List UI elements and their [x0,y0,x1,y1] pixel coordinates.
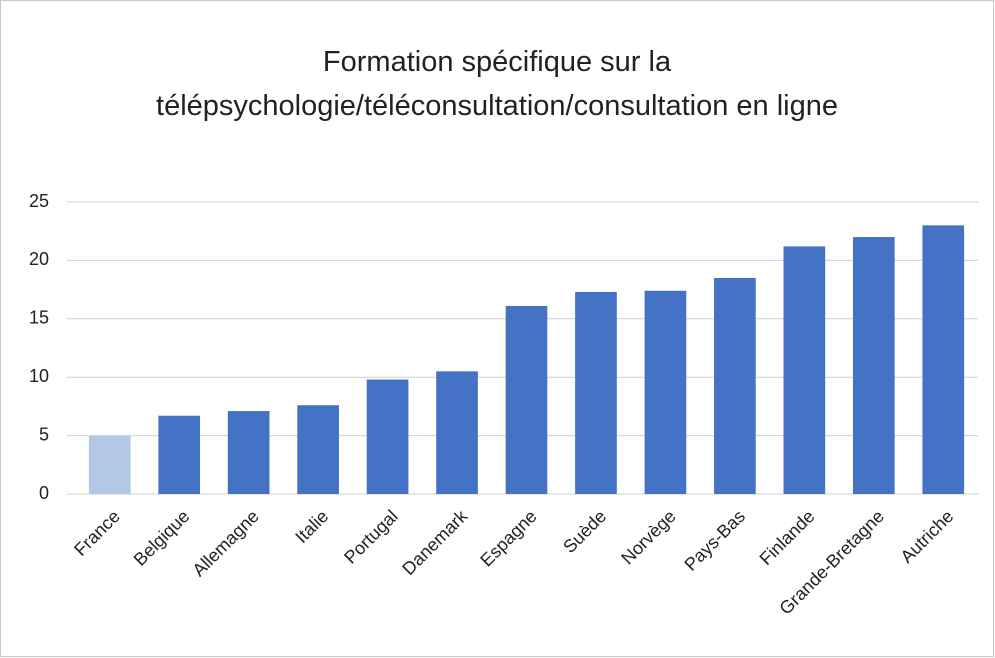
bar [366,379,409,494]
x-tick-label: Allemagne [189,506,263,580]
bar [714,277,756,494]
y-tick-label: 0 [39,483,49,503]
bar [922,225,965,495]
x-tick-label: Norvège [617,506,679,568]
bar [852,237,895,495]
bar [158,415,201,494]
bar [88,435,131,494]
bar [783,246,826,494]
chart-title: Formation spécifique sur la télépsycholo… [156,46,838,122]
bar [297,405,339,494]
bar [575,291,617,494]
x-tick-label: Italie [291,506,332,547]
bar [227,411,270,494]
x-tick-label: Espagne [476,506,540,570]
x-tick-label: Autriche [897,506,958,567]
bar [436,371,478,494]
x-tick-label: Danemark [398,505,472,579]
x-tick-label: Portugal [340,506,402,568]
x-tick-label: Belgique [130,506,194,570]
y-tick-label: 25 [29,191,49,211]
y-tick-label: 10 [29,366,49,386]
y-tick-label: 15 [29,308,49,328]
x-tick-label: Finlande [756,506,819,569]
y-tick-label: 5 [39,424,49,444]
y-tick-label: 20 [29,249,49,269]
bar [505,305,548,494]
x-tick-label: Pays-Bas [680,506,749,575]
x-tick-label: France [70,506,124,560]
bar [644,290,687,494]
x-tick-label: Suède [559,506,610,557]
